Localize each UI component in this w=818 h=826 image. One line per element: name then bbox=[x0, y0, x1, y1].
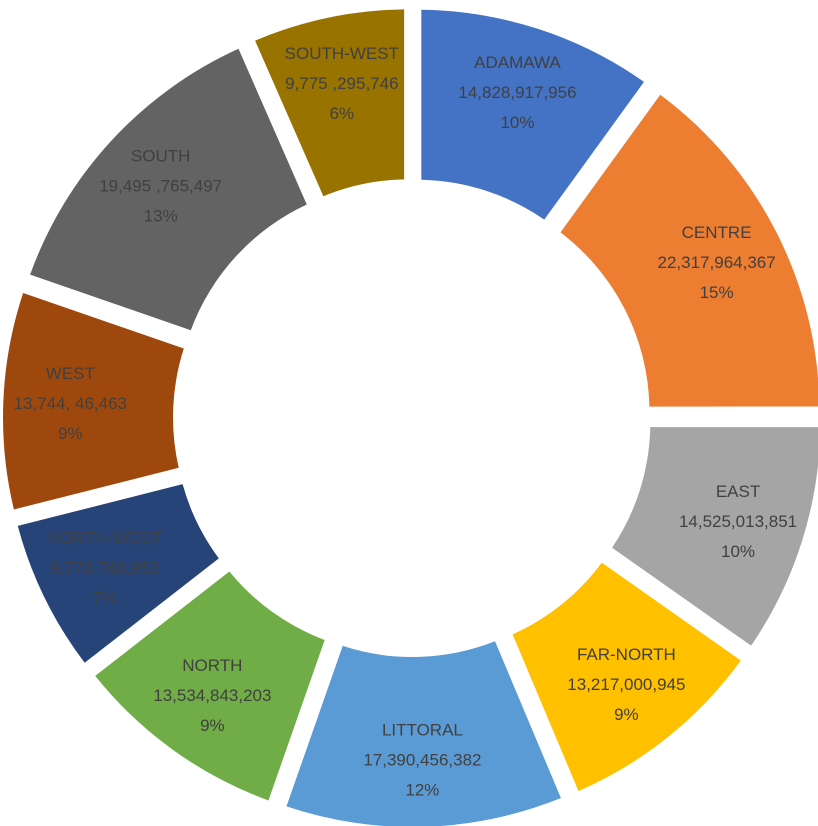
slice-value-label: 13,217,000,945 bbox=[567, 675, 685, 694]
slice-value-label: 19,495 ,765,497 bbox=[99, 177, 222, 196]
slice-percent-label: 9% bbox=[614, 705, 639, 724]
slice-region-label: CENTRE bbox=[682, 223, 752, 242]
slice-percent-label: 7% bbox=[92, 589, 117, 608]
slice-percent-label: 15% bbox=[700, 283, 734, 302]
slice-value-label: 13,534,843,203 bbox=[153, 686, 271, 705]
slice-region-label: FAR-NORTH bbox=[577, 645, 676, 664]
slice-region-label: ADAMAWA bbox=[474, 53, 561, 72]
slice-value-label: 17,390,456,382 bbox=[363, 750, 481, 769]
slice-value-label: 14,828,917,956 bbox=[458, 83, 576, 102]
slice-region-label: SOUTH bbox=[131, 147, 191, 166]
slice-region-label: EAST bbox=[716, 482, 760, 501]
slice-region-label: SOUTH-WEST bbox=[285, 44, 399, 63]
slice-south bbox=[30, 48, 307, 331]
slice-percent-label: 9% bbox=[58, 424, 83, 443]
slice-region-label: NORTH bbox=[182, 656, 242, 675]
slice-north-west bbox=[17, 484, 219, 663]
slice-north bbox=[95, 571, 325, 801]
slice-value-label: 13,744, 46,463 bbox=[14, 394, 127, 413]
slice-value-label: 9,775 ,295,746 bbox=[285, 74, 398, 93]
slice-percent-label: 13% bbox=[144, 207, 178, 226]
slice-percent-label: 9% bbox=[200, 716, 225, 735]
slice-percent-label: 6% bbox=[330, 104, 355, 123]
slice-value-label: 9,778,768,952 bbox=[50, 559, 159, 578]
slice-percent-label: 10% bbox=[500, 113, 534, 132]
slice-region-label: LITTORAL bbox=[382, 720, 463, 739]
slice-east bbox=[612, 427, 818, 646]
slice-adamawa bbox=[421, 9, 644, 220]
slice-percent-label: 12% bbox=[405, 780, 439, 799]
slice-south-west bbox=[255, 9, 405, 197]
slice-region-label: WEST bbox=[46, 364, 95, 383]
slice-value-label: 14,525,013,851 bbox=[679, 512, 797, 531]
slice-centre bbox=[560, 94, 818, 407]
slice-west bbox=[3, 292, 184, 510]
slice-value-label: 22,317,964,367 bbox=[658, 253, 776, 272]
slice-littoral bbox=[286, 641, 561, 826]
slice-region-label: NORTH-WEST bbox=[47, 529, 162, 548]
slice-far-north bbox=[512, 562, 741, 792]
slice-percent-label: 10% bbox=[721, 542, 755, 561]
